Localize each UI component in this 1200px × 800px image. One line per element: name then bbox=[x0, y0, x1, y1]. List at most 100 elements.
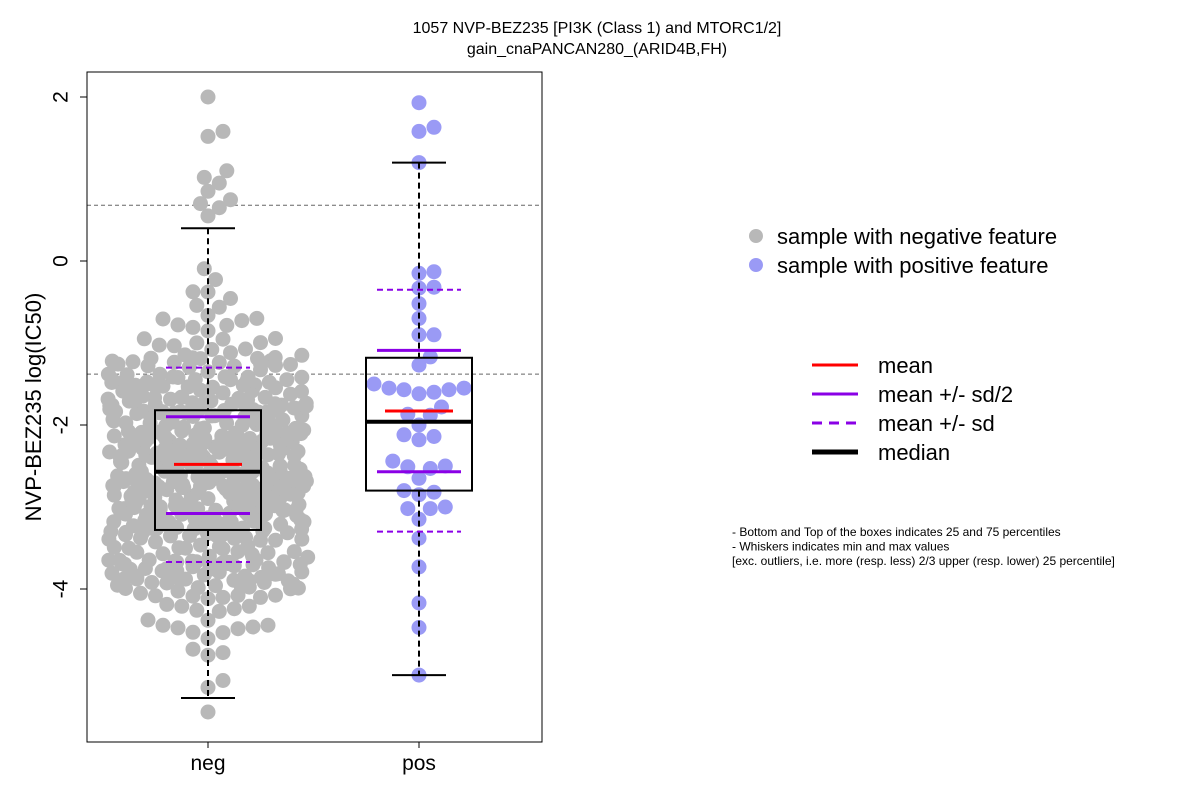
data-point-neg bbox=[288, 420, 304, 436]
data-point-neg bbox=[111, 500, 127, 516]
data-point-neg bbox=[159, 596, 175, 612]
data-point-neg bbox=[100, 366, 116, 382]
data-point-neg bbox=[200, 591, 216, 607]
data-point-pos bbox=[426, 327, 442, 343]
data-point-neg bbox=[260, 545, 276, 561]
data-point-neg bbox=[215, 645, 231, 661]
plot-area: -4 -2 0 2 neg pos bbox=[50, 89, 542, 775]
data-point-neg bbox=[155, 311, 171, 327]
data-point-pos bbox=[396, 427, 412, 443]
data-point-neg bbox=[184, 553, 200, 569]
data-point-pos bbox=[396, 382, 412, 398]
data-point-neg bbox=[170, 317, 186, 333]
data-point-neg bbox=[110, 468, 126, 484]
data-point-neg bbox=[165, 369, 181, 385]
data-point-neg bbox=[112, 552, 128, 568]
legend: sample with negative feature sample with … bbox=[749, 224, 1057, 465]
data-point-neg bbox=[171, 540, 187, 556]
data-point-neg bbox=[193, 196, 208, 212]
notes: - Bottom and Top of the boxes indicates … bbox=[732, 525, 1115, 568]
data-point-pos bbox=[426, 119, 442, 135]
data-point-pos bbox=[437, 499, 453, 515]
data-point-neg bbox=[196, 420, 212, 436]
data-point-neg bbox=[174, 598, 190, 614]
data-point-pos bbox=[411, 620, 427, 635]
data-point-neg bbox=[215, 123, 231, 139]
data-point-pos bbox=[422, 501, 438, 517]
data-point-neg bbox=[240, 369, 256, 385]
data-point-neg bbox=[200, 631, 216, 647]
data-point-neg bbox=[219, 317, 235, 333]
y-tick-label: 2 bbox=[50, 91, 73, 103]
data-point-neg bbox=[170, 583, 186, 599]
data-point-pos bbox=[411, 123, 427, 139]
note-line-3: [exc. outliers, i.e. more (resp. less) 2… bbox=[732, 554, 1115, 568]
data-point-pos bbox=[411, 530, 427, 546]
data-point-neg bbox=[104, 353, 120, 369]
data-point-neg bbox=[211, 603, 227, 619]
chart-title-line-2: gain_cnaPANCAN280_(ARID4B,FH) bbox=[467, 41, 727, 58]
legend-line-label-2: mean +/- sd/2 bbox=[878, 382, 1013, 407]
data-point-neg bbox=[294, 369, 310, 385]
data-point-neg bbox=[166, 338, 182, 354]
data-point-neg bbox=[257, 389, 273, 405]
data-point-neg bbox=[215, 625, 231, 641]
data-point-neg bbox=[294, 347, 310, 363]
data-point-neg bbox=[283, 357, 298, 372]
data-point-neg bbox=[118, 415, 134, 431]
data-point-neg bbox=[235, 520, 250, 536]
data-point-pos bbox=[437, 458, 453, 474]
data-point-neg bbox=[185, 284, 201, 300]
legend-line-label-3: mean +/- sd bbox=[878, 411, 995, 436]
data-point-neg bbox=[215, 589, 231, 605]
data-point-pos bbox=[456, 380, 472, 396]
data-point-neg bbox=[211, 299, 227, 315]
data-point-neg bbox=[250, 350, 265, 366]
data-point-neg bbox=[211, 200, 227, 216]
data-point-neg bbox=[166, 354, 182, 370]
data-point-neg bbox=[286, 544, 302, 560]
data-point-neg bbox=[125, 518, 141, 534]
data-point-neg bbox=[215, 331, 231, 347]
legend-marker-negative bbox=[749, 229, 763, 243]
data-point-pos bbox=[411, 386, 427, 402]
data-point-neg bbox=[147, 390, 163, 406]
data-point-pos bbox=[426, 264, 442, 280]
data-point-neg bbox=[219, 415, 235, 431]
data-point-neg bbox=[291, 497, 307, 513]
data-point-neg bbox=[200, 128, 216, 144]
legend-label-positive: sample with positive feature bbox=[777, 253, 1048, 278]
data-point-neg bbox=[190, 580, 206, 596]
data-point-neg bbox=[294, 384, 309, 399]
data-point-pos bbox=[411, 470, 427, 486]
data-point-neg bbox=[185, 319, 201, 335]
data-point-pos bbox=[411, 432, 427, 448]
data-point-pos bbox=[426, 279, 442, 295]
data-point-neg bbox=[238, 341, 253, 357]
data-point-neg bbox=[106, 428, 122, 444]
data-point-neg bbox=[226, 601, 242, 617]
data-point-neg bbox=[100, 391, 116, 407]
data-point-neg bbox=[133, 585, 148, 601]
data-point-neg bbox=[176, 419, 192, 435]
data-point-neg bbox=[276, 554, 292, 570]
data-point-neg bbox=[267, 350, 283, 365]
data-point-neg bbox=[185, 624, 201, 640]
data-point-neg bbox=[214, 428, 230, 444]
plot-frame bbox=[86, 71, 543, 743]
data-point-neg bbox=[143, 350, 159, 366]
data-point-pos bbox=[426, 429, 442, 444]
data-point-neg bbox=[155, 546, 171, 562]
data-point-neg bbox=[121, 540, 137, 556]
data-point-neg bbox=[208, 578, 223, 594]
data-point-neg bbox=[140, 612, 156, 628]
data-point-neg bbox=[203, 393, 219, 409]
data-point-neg bbox=[148, 588, 163, 604]
data-point-pos bbox=[400, 501, 416, 517]
data-point-neg bbox=[200, 208, 216, 224]
data-point-neg bbox=[177, 347, 193, 363]
data-point-neg bbox=[234, 313, 250, 329]
data-point-neg bbox=[139, 374, 155, 390]
data-point-neg bbox=[125, 354, 141, 370]
